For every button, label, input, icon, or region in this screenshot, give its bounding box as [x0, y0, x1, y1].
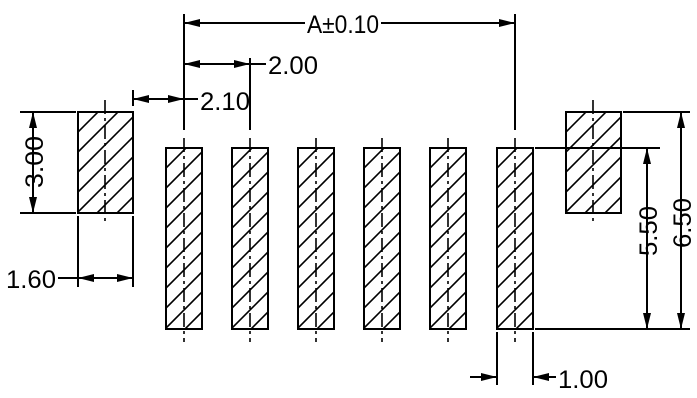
dim-label-pitch: 2.00 [268, 52, 318, 80]
pad-3-hatch [298, 148, 334, 329]
dim-label-pad-offset: 2.10 [200, 88, 250, 116]
dim-label-pad-length: 5.50 [635, 206, 663, 256]
dim-label-pad-width: 1.00 [558, 366, 608, 394]
dim-label-tab-width: 1.60 [6, 266, 56, 294]
dim-label-overall-length: 6.50 [669, 198, 697, 248]
dim-label-pitch-total: A±0.10 [307, 11, 379, 39]
right-tab-hatch [566, 112, 621, 213]
pad-2-hatch [232, 148, 268, 329]
arrowheads [29, 19, 685, 381]
dim-label-tab-height: 3.00 [21, 136, 49, 188]
